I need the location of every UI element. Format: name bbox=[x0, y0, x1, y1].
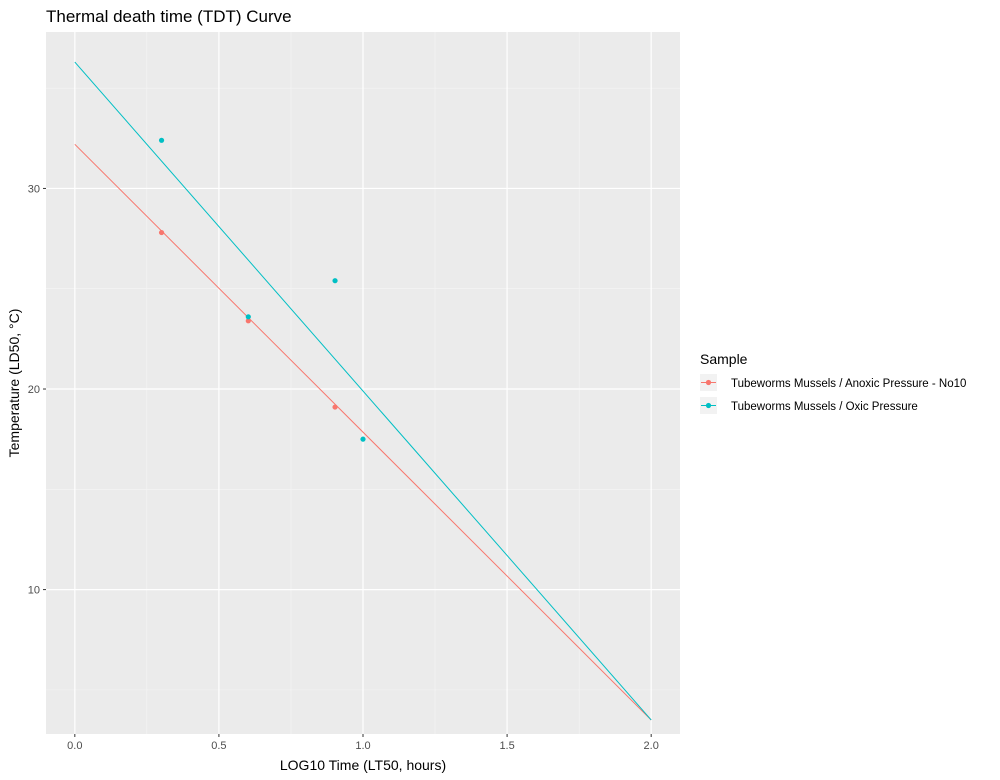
x-tick-label: 0.0 bbox=[67, 740, 82, 752]
x-tick-label: 0.5 bbox=[211, 740, 226, 752]
y-tick-label: 20 bbox=[28, 384, 40, 396]
legend: Sample Tubeworms Mussels / Anoxic Pressu… bbox=[700, 351, 966, 414]
legend-label: Tubeworms Mussels / Anoxic Pressure - No… bbox=[731, 378, 966, 390]
data-point-series-2 bbox=[158, 137, 165, 143]
axes: 0.0 0.5 1.0 1.5 2.0 10 20 30 bbox=[28, 183, 659, 752]
x-tick-label: 1.0 bbox=[355, 740, 370, 752]
fit-lines bbox=[74, 61, 652, 721]
data-point-series-1 bbox=[245, 318, 251, 324]
data-point-series-2 bbox=[245, 314, 251, 320]
x-tick-label: 1.5 bbox=[499, 740, 514, 752]
legend-label: Tubeworms Mussels / Oxic Pressure bbox=[731, 401, 918, 413]
data-point-series-1 bbox=[158, 229, 165, 236]
fit-line-series-1 bbox=[74, 143, 652, 721]
legend-title: Sample bbox=[700, 351, 748, 367]
data-points bbox=[158, 137, 366, 442]
data-point-series-1 bbox=[332, 404, 338, 410]
y-axis-title: Temperature (LD50, °C) bbox=[6, 309, 22, 458]
data-point-series-2 bbox=[360, 436, 366, 442]
y-tick-label: 10 bbox=[28, 585, 40, 597]
fit-line-series-2 bbox=[74, 61, 652, 721]
chart-title: Thermal death time (TDT) Curve bbox=[46, 7, 292, 26]
y-tick-label: 30 bbox=[28, 183, 40, 195]
major-gridlines bbox=[46, 32, 680, 734]
legend-key-point bbox=[705, 402, 712, 409]
data-point-series-2 bbox=[332, 278, 338, 284]
legend-key-point bbox=[705, 379, 712, 386]
x-axis-title: LOG10 Time (LT50, hours) bbox=[280, 757, 446, 773]
x-tick-label: 2.0 bbox=[644, 740, 659, 752]
